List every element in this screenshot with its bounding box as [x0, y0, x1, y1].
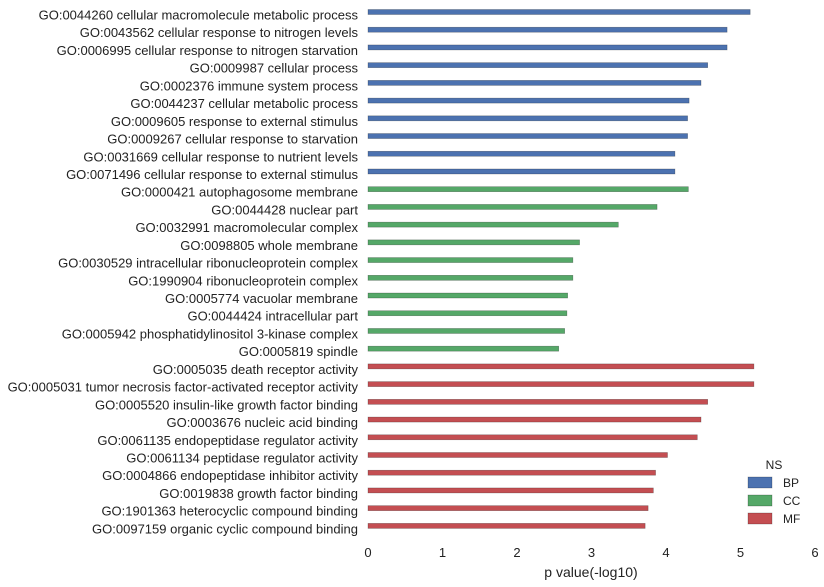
category-label: GO:0003676 nucleic acid binding	[166, 415, 358, 430]
category-label: GO:0005031 tumor necrosis factor-activat…	[8, 380, 359, 395]
bar-mf	[367, 416, 702, 423]
category-label: GO:0009987 cellular process	[190, 61, 359, 76]
bar-mf	[367, 487, 654, 494]
category-label: GO:0061135 endopeptidase regulator activ…	[97, 433, 358, 448]
bar-cc	[367, 292, 568, 299]
bar-bp	[367, 26, 728, 33]
category-label: GO:0098805 whole membrane	[180, 238, 358, 253]
x-tick-label: 2	[513, 545, 520, 560]
category-label: GO:0044237 cellular metabolic process	[130, 96, 358, 111]
legend-label-mf: MF	[783, 512, 800, 526]
x-axis-ticks: 0 1 2 3 4 5 6	[364, 545, 818, 560]
category-label: GO:0097159 organic cyclic compound bindi…	[92, 521, 358, 536]
bar-bp	[367, 133, 688, 139]
category-label: GO:0005520 insulin-like growth factor bi…	[95, 397, 358, 412]
bar-mf	[367, 523, 646, 529]
x-tick-label: 5	[737, 545, 744, 560]
bar-mf	[367, 469, 656, 476]
legend-entries: BP CC MF	[747, 476, 801, 526]
legend-label-bp: BP	[783, 476, 799, 490]
category-label: GO:0005942 phosphatidylinositol 3-kinase…	[62, 326, 359, 341]
category-label: GO:0030529 intracellular ribonucleoprote…	[58, 256, 358, 271]
bar-cc	[367, 328, 565, 334]
bar-cc	[367, 257, 574, 263]
category-label: GO:0000421 autophagosome membrane	[121, 185, 358, 200]
legend: NS BP CC MF	[747, 458, 801, 526]
category-label: GO:0005035 death receptor activity	[153, 362, 359, 377]
category-label: GO:0006995 cellular response to nitrogen…	[57, 43, 358, 58]
category-label: GO:0031669 cellular response to nutrient…	[83, 149, 358, 164]
category-label: GO:0044260 cellular macromolecule metabo…	[39, 8, 359, 23]
bar-mf	[367, 505, 649, 511]
bar-bp	[367, 44, 728, 51]
category-label: GO:0043562 cellular response to nitrogen…	[80, 25, 359, 40]
category-label: GO:0004866 endopeptidase inhibitor activ…	[102, 468, 358, 483]
bar-cc	[367, 186, 689, 192]
bar-bp	[367, 168, 676, 175]
legend-swatch-mf	[747, 512, 773, 525]
bar-mf	[367, 363, 755, 370]
category-labels: GO:0044260 cellular macromolecule metabo…	[8, 8, 359, 537]
x-tick-label: 6	[811, 545, 818, 560]
bar-bp	[367, 80, 702, 86]
bar-cc	[367, 345, 560, 352]
bar-mf	[367, 452, 668, 458]
bar-mf	[367, 381, 755, 387]
bar-cc	[367, 239, 580, 246]
bar-bp	[367, 115, 688, 122]
x-tick-label: 3	[588, 545, 595, 560]
bars-group	[367, 9, 755, 529]
bar-cc	[367, 221, 619, 228]
category-label: GO:0032991 macromolecular complex	[135, 220, 358, 235]
bar-cc	[367, 274, 574, 281]
bar-bp	[367, 62, 709, 68]
legend-label-cc: CC	[783, 494, 801, 508]
category-label: GO:0002376 immune system process	[140, 78, 359, 93]
category-label: GO:0044428 nuclear part	[211, 202, 358, 217]
bar-mf	[367, 399, 709, 405]
x-tick-label: 1	[439, 545, 446, 560]
legend-swatch-bp	[747, 476, 773, 489]
category-label: GO:0019838 growth factor binding	[159, 486, 358, 501]
category-label: GO:0061134 peptidase regulator activity	[126, 451, 358, 466]
x-axis-title: p value(-log10)	[544, 564, 637, 580]
x-tick-label: 0	[364, 545, 371, 560]
category-label: GO:0071496 cellular response to external…	[66, 167, 358, 182]
category-label: GO:1901363 heterocyclic compound binding	[101, 504, 358, 519]
category-label: GO:0009605 response to external stimulus	[111, 114, 359, 129]
bar-bp	[367, 150, 676, 157]
bar-cc	[367, 204, 658, 210]
category-label: GO:1990904 ribonucleoprotein complex	[128, 273, 358, 288]
category-label: GO:0009267 cellular response to starvati…	[107, 132, 358, 147]
bar-mf	[367, 434, 698, 441]
x-tick-label: 4	[662, 545, 669, 560]
category-label: GO:0005819 spindle	[239, 344, 358, 359]
bar-bp	[367, 97, 690, 104]
bar-cc	[367, 310, 568, 317]
legend-title: NS	[766, 458, 783, 472]
bar-bp	[367, 9, 751, 15]
category-label: GO:0005774 vacuolar membrane	[165, 291, 358, 306]
category-label: GO:0044424 intracellular part	[187, 309, 358, 324]
legend-swatch-cc	[747, 494, 773, 507]
